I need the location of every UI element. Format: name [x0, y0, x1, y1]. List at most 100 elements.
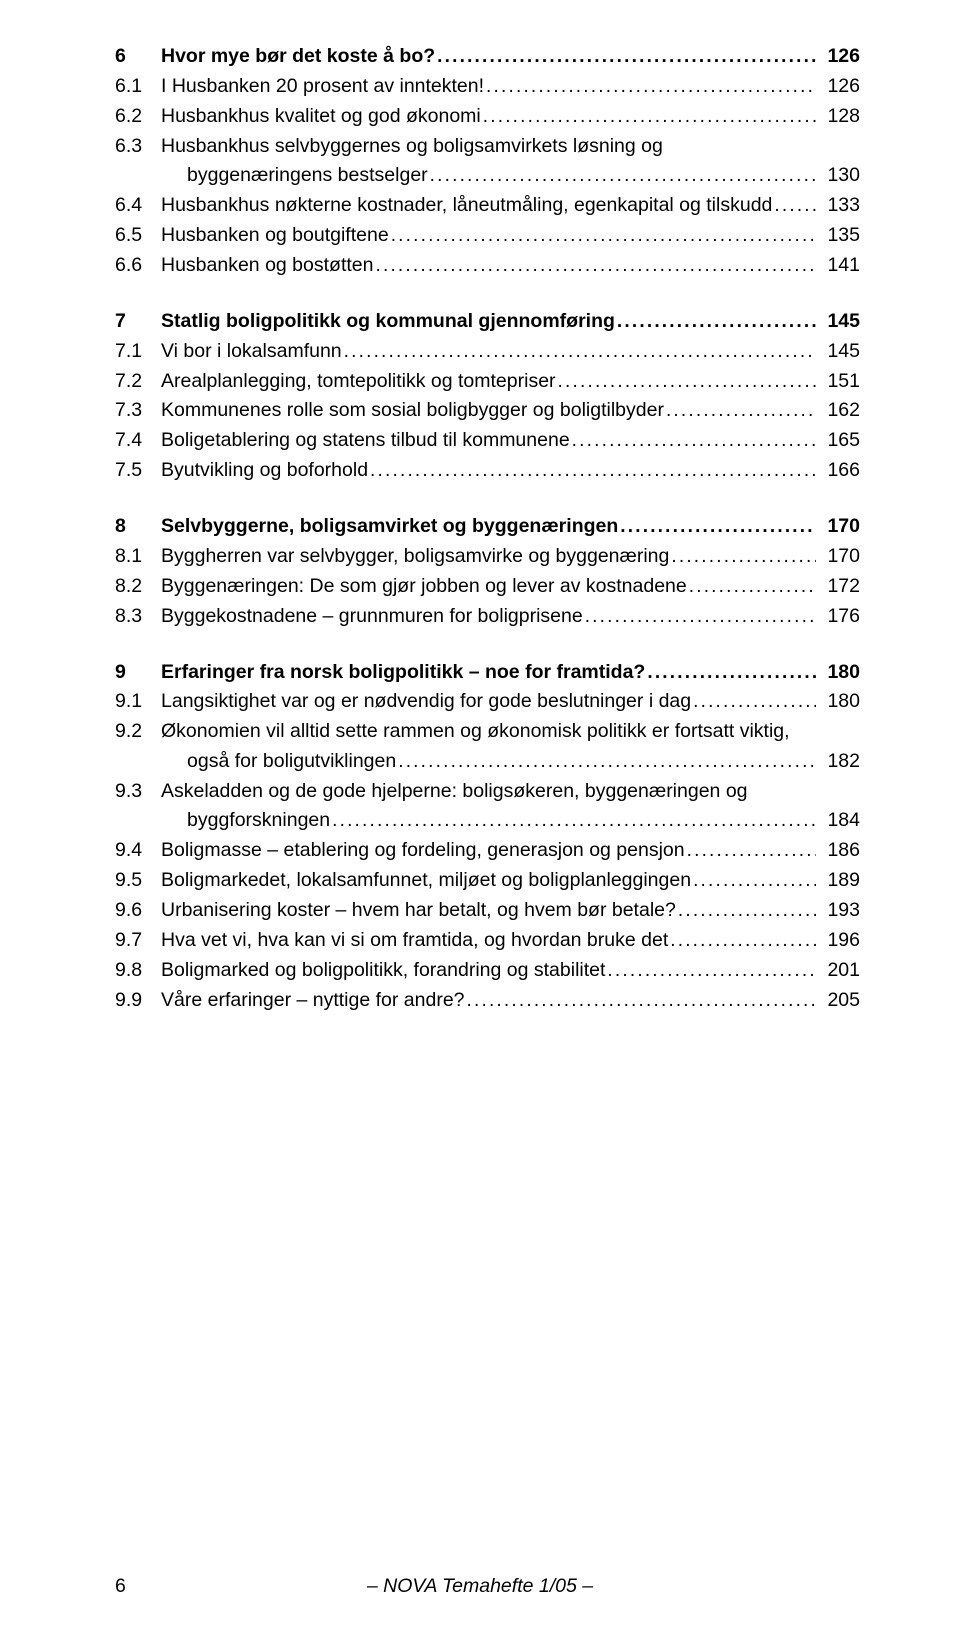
toc-entry-page: 145 — [816, 337, 860, 367]
toc-leader-dots — [668, 927, 816, 956]
toc-entry-line: 6.2Husbankhus kvalitet og god økonomi128 — [115, 102, 860, 132]
toc-entry-title: byggforskningen — [187, 806, 330, 836]
toc-leader-dots — [691, 867, 816, 896]
toc-entry-line: byggenæringens bestselger130 — [115, 161, 860, 191]
toc-entry-line: 6.5Husbanken og boutgiftene135 — [115, 221, 860, 251]
toc-entry-number: 7.4 — [115, 426, 161, 456]
toc-entry-title: Urbanisering koster – hvem har betalt, o… — [161, 896, 676, 926]
toc-entry-page: 201 — [816, 956, 860, 986]
toc-entry-title: Husbanken og bostøtten — [161, 251, 373, 281]
toc-entry-number: 9.8 — [115, 956, 161, 986]
toc-entry-line: 8.2Byggenæringen: De som gjør jobben og … — [115, 572, 860, 602]
toc-entry-number: 7.3 — [115, 396, 161, 426]
toc-entry-number: 7 — [115, 307, 161, 337]
toc-entry-line: 9.3Askeladden og de gode hjelperne: boli… — [115, 777, 860, 807]
toc-entry-title: Erfaringer fra norsk boligpolitikk – noe… — [161, 658, 645, 688]
toc-entry-title: Våre erfaringer – nyttige for andre? — [161, 986, 465, 1016]
toc-leader-dots — [691, 688, 816, 717]
toc-entry-title: Hva vet vi, hva kan vi si om framtida, o… — [161, 926, 668, 956]
toc-section: 6Hvor mye bør det koste å bo?1266.1I Hus… — [115, 42, 860, 281]
toc-entry-number: 9 — [115, 658, 161, 688]
toc-leader-dots — [484, 73, 816, 102]
toc-entry-page: 166 — [816, 456, 860, 486]
toc-entry-title: Vi bor i lokalsamfunn — [161, 337, 342, 367]
toc-entry-line: 6.1I Husbanken 20 prosent av inntekten!1… — [115, 72, 860, 102]
toc-entry-page: 170 — [816, 512, 860, 542]
toc-entry-title: Boligmasse – etablering og fordeling, ge… — [161, 836, 685, 866]
toc-chapter-line: 9Erfaringer fra norsk boligpolitikk – no… — [115, 658, 860, 688]
toc-entry-number: 9.7 — [115, 926, 161, 956]
toc-leader-dots — [465, 987, 816, 1016]
toc-entry-line: 9.1Langsiktighet var og er nødvendig for… — [115, 687, 860, 717]
toc-leader-dots — [645, 659, 816, 688]
toc-entry-line: 9.5Boligmarkedet, lokalsamfunnet, miljøe… — [115, 866, 860, 896]
toc-entry-number: 9.6 — [115, 896, 161, 926]
toc-leader-dots — [373, 252, 816, 281]
toc-leader-dots — [330, 807, 816, 836]
toc-entry-line: 8.3Byggekostnadene – grunnmuren for boli… — [115, 602, 860, 632]
toc-entry-title: Husbankhus kvalitet og god økonomi — [161, 102, 481, 132]
toc-entry-number: 9.4 — [115, 836, 161, 866]
toc-entry-title: Boligmarked og boligpolitikk, forandring… — [161, 956, 605, 986]
toc-entry-line: 7.2Arealplanlegging, tomtepolitikk og to… — [115, 367, 860, 397]
toc-entry-title: Selvbyggerne, boligsamvirket og byggenær… — [161, 512, 618, 542]
toc-entry-title: Husbankhus nøkterne kostnader, låneutmål… — [161, 191, 772, 221]
toc-entry-title: Byutvikling og boforhold — [161, 456, 368, 486]
toc-entry-title: Byggekostnadene – grunnmuren for boligpr… — [161, 602, 583, 632]
toc-entry-page: 133 — [816, 191, 860, 221]
toc-leader-dots — [664, 397, 816, 426]
toc-leader-dots — [428, 162, 816, 191]
toc-entry-line: 6.3Husbankhus selvbyggernes og boligsamv… — [115, 132, 860, 162]
toc-chapter-line: 7Statlig boligpolitikk og kommunal gjenn… — [115, 307, 860, 337]
toc-entry-line: 6.4Husbankhus nøkterne kostnader, låneut… — [115, 191, 860, 221]
toc-entry-number: 9.1 — [115, 687, 161, 717]
toc-entry-page: 176 — [816, 602, 860, 632]
toc-entry-page: 130 — [816, 161, 860, 191]
toc-entry-number: 6.6 — [115, 251, 161, 281]
toc-entry-line: 7.3Kommunenes rolle som sosial boligbygg… — [115, 396, 860, 426]
toc-leader-dots — [676, 897, 816, 926]
toc-leader-dots — [669, 543, 816, 572]
toc-leader-dots — [605, 957, 816, 986]
toc-entry-page: 184 — [816, 806, 860, 836]
toc-entry-number: 7.2 — [115, 367, 161, 397]
toc-entry-title: Hvor mye bør det koste å bo? — [161, 42, 435, 72]
toc-entry-page: 141 — [816, 251, 860, 281]
toc-entry-title: Langsiktighet var og er nødvendig for go… — [161, 687, 691, 717]
toc-leader-dots — [368, 457, 816, 486]
toc-entry-line: 9.9Våre erfaringer – nyttige for andre?2… — [115, 986, 860, 1016]
toc-entry-number: 6.5 — [115, 221, 161, 251]
toc-entry-line: 9.8Boligmarked og boligpolitikk, forandr… — [115, 956, 860, 986]
toc-entry-page: 172 — [816, 572, 860, 602]
toc-entry-line: 9.4Boligmasse – etablering og fordeling,… — [115, 836, 860, 866]
toc-leader-dots — [583, 603, 816, 632]
toc-entry-line: 9.7Hva vet vi, hva kan vi si om framtida… — [115, 926, 860, 956]
toc-section: 9Erfaringer fra norsk boligpolitikk – no… — [115, 658, 860, 1016]
toc-entry-page: 151 — [816, 367, 860, 397]
toc-entry-title: Askeladden og de gode hjelperne: boligsø… — [161, 777, 748, 807]
toc-section: 8Selvbyggerne, boligsamvirket og byggenæ… — [115, 512, 860, 632]
toc-leader-dots — [435, 43, 816, 72]
toc-entry-page: 186 — [816, 836, 860, 866]
toc-entry-line: 7.4Boligetablering og statens tilbud til… — [115, 426, 860, 456]
toc-leader-dots — [687, 573, 816, 602]
toc-entry-number: 9.9 — [115, 986, 161, 1016]
footer-center-text: – NOVA Temahefte 1/05 – — [367, 1575, 593, 1598]
toc-leader-dots — [556, 368, 816, 397]
toc-entry-line: 9.6Urbanisering koster – hvem har betalt… — [115, 896, 860, 926]
toc-leader-dots — [570, 427, 816, 456]
toc-entry-page: 126 — [816, 72, 860, 102]
toc-entry-line: 8.1Byggherren var selvbygger, boligsamvi… — [115, 542, 860, 572]
toc-entry-number: 6.2 — [115, 102, 161, 132]
toc-entry-number: 9.3 — [115, 777, 161, 807]
toc-entry-title: også for boligutviklingen — [187, 747, 396, 777]
toc-entry-line: 7.1Vi bor i lokalsamfunn145 — [115, 337, 860, 367]
toc-entry-page: 162 — [816, 396, 860, 426]
toc-entry-title: Statlig boligpolitikk og kommunal gjenno… — [161, 307, 615, 337]
toc-entry-page: 180 — [816, 687, 860, 717]
toc-chapter-line: 6Hvor mye bør det koste å bo?126 — [115, 42, 860, 72]
toc-entry-page: 126 — [816, 42, 860, 72]
toc-entry-line: 6.6Husbanken og bostøtten 141 — [115, 251, 860, 281]
toc-entry-title: Byggherren var selvbygger, boligsamvirke… — [161, 542, 669, 572]
toc-section: 7Statlig boligpolitikk og kommunal gjenn… — [115, 307, 860, 486]
